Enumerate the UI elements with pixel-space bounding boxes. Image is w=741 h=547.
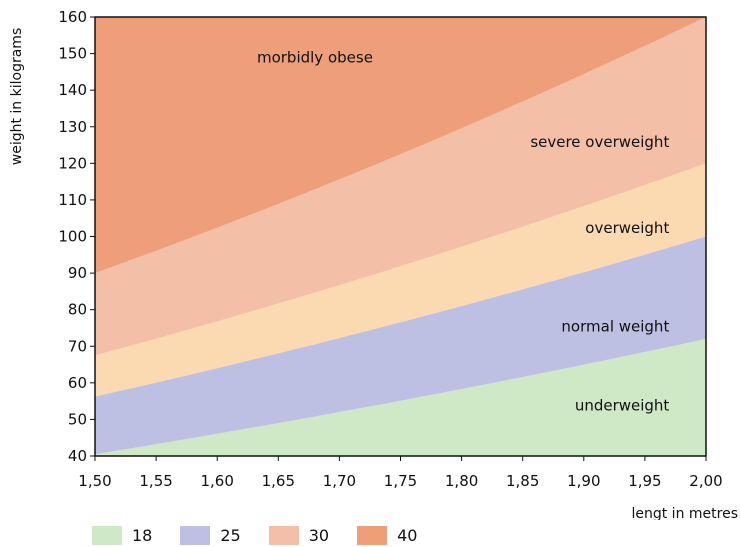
- legend-item-30: 30: [268, 525, 330, 545]
- legend-swatch-30: [268, 525, 299, 545]
- legend-swatch-25: [180, 525, 211, 545]
- x-tick-label: 2,00: [689, 472, 722, 490]
- x-tick-label: 1,75: [384, 472, 417, 490]
- legend: 18 25 30 40: [92, 524, 445, 546]
- y-tick-label: 80: [68, 301, 87, 319]
- band-morbidly-obese: [95, 17, 706, 274]
- legend-label-40: 40: [397, 525, 418, 545]
- y-tick-label: 130: [58, 118, 87, 136]
- legend-item-25: 25: [180, 525, 241, 545]
- x-tick-label: 1,65: [262, 472, 295, 490]
- band-label-normal-weight: normal weight: [561, 318, 669, 336]
- band-label-morbidly-obese: morbidly obese: [257, 49, 373, 67]
- band-label-overweight: overweight: [585, 219, 669, 237]
- band-label-severe-overweight: severe overweight: [530, 133, 669, 151]
- bmi-chart: 40 50 60 70 80 90 100 110 120 130 140 150 160 1,50 1,5…: [9, 8, 738, 520]
- y-tick-label: 90: [68, 264, 87, 282]
- y-axis-title: weight in kilograms: [9, 28, 25, 165]
- legend-label-30: 30: [308, 525, 330, 545]
- y-tick-label: 110: [58, 191, 87, 209]
- y-tick-label: 140: [58, 81, 87, 99]
- x-tick-label: 1,80: [445, 472, 478, 490]
- y-tick-label: 120: [58, 154, 87, 172]
- legend-item-40: 40: [357, 525, 418, 545]
- x-tick-label: 1,85: [506, 472, 539, 490]
- band-underweight: [95, 338, 706, 456]
- y-tick-label: 50: [68, 410, 87, 428]
- band-severe-overweight: [95, 17, 706, 356]
- x-tick-label: 1,70: [323, 472, 356, 490]
- x-tick-label: 1,55: [139, 472, 172, 490]
- legend-swatch-18: [92, 525, 122, 545]
- legend-label-25: 25: [220, 525, 241, 545]
- band-overweight: [95, 163, 706, 397]
- x-tick-label: 1,60: [200, 472, 233, 490]
- x-tick-label: 1,95: [628, 472, 661, 490]
- band-label-underweight: underweight: [575, 396, 670, 414]
- y-tick-label: 60: [68, 374, 87, 392]
- y-tick-label: 150: [58, 45, 87, 63]
- y-tick-label: 100: [58, 228, 87, 246]
- legend-label-18: 18: [132, 525, 153, 545]
- y-tick-label: 70: [68, 337, 87, 355]
- x-tick-label: 1,90: [567, 472, 600, 490]
- legend-swatch-40: [357, 525, 388, 545]
- x-tick-label: 1,50: [78, 472, 111, 490]
- x-axis-title: lengt in metres: [631, 506, 738, 520]
- y-tick-label: 40: [68, 447, 87, 465]
- band-normal-weight: [95, 236, 706, 455]
- legend-item-18: 18: [92, 525, 153, 545]
- y-tick-label: 160: [58, 8, 87, 26]
